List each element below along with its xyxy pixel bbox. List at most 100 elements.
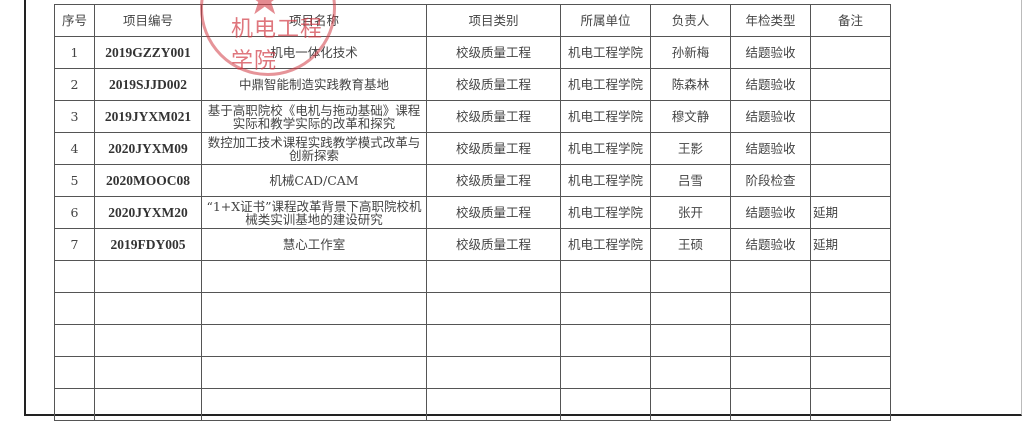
empty-row [54,324,891,357]
table-cell: 校级质量工程 [426,100,561,133]
table-row: 1 2019GZZY001 机电一体化技术 校级质量工程 机电工程学院 孙新梅 结题验收 [54,36,891,69]
table-cell: 慧心工作室 [201,228,427,261]
empty-cell [810,324,891,357]
table-cell: 4 [54,132,95,165]
column-header: 负责人 [650,4,731,37]
table-cell [810,164,891,197]
empty-cell [201,388,427,421]
table-cell: 1 [54,36,95,69]
table-row: 4 2020JYXM09 数控加工技术课程实践教学模式改革与创新探索 校级质量工程 机电… [54,132,891,165]
empty-cell [810,292,891,325]
table-cell: 结题验收 [730,196,811,229]
empty-cell [650,292,731,325]
empty-cell [730,260,811,293]
empty-cell [810,356,891,389]
header-row: 序号 项目编号 项目名称 项目类别 所属单位 负责人 年检类型 备注 [54,4,891,37]
column-header: 项目名称 [201,4,427,37]
column-header: 序号 [54,4,95,37]
table-cell: 2 [54,68,95,101]
empty-cell [426,292,561,325]
empty-cell [560,356,651,389]
empty-cell [94,292,202,325]
table-cell: 7 [54,228,95,261]
empty-row [54,356,891,389]
empty-cell [426,356,561,389]
table-cell: 张开 [650,196,731,229]
table-cell: 陈森林 [650,68,731,101]
empty-cell [201,260,427,293]
empty-cell [426,388,561,421]
table-cell: 校级质量工程 [426,164,561,197]
table-cell: 阶段检查 [730,164,811,197]
table-cell: 机电工程学院 [560,100,651,133]
table-cell: 基于高职院校《电机与拖动基础》课程实际和教学实际的改革和探究 [201,100,427,133]
column-header: 备注 [810,4,891,37]
column-header: 年检类型 [730,4,811,37]
table-cell: 结题验收 [730,68,811,101]
empty-cell [201,356,427,389]
empty-cell [54,260,95,293]
table-cell [810,68,891,101]
empty-cell [426,324,561,357]
empty-cell [94,260,202,293]
empty-cell [54,356,95,389]
empty-cell [650,260,731,293]
empty-cell [810,260,891,293]
table-cell: 穆文静 [650,100,731,133]
table-cell: 2020JYXM20 [94,196,202,229]
table-cell: 2020JYXM09 [94,132,202,165]
empty-cell [560,292,651,325]
table-cell: “1+X证书”课程改革背景下高职院校机械类实训基地的建设研究 [201,196,427,229]
empty-cell [730,324,811,357]
table-cell: 结题验收 [730,132,811,165]
table-cell: 校级质量工程 [426,228,561,261]
empty-cell [201,324,427,357]
table-cell: 2019GZZY001 [94,36,202,69]
table-cell: 结题验收 [730,228,811,261]
empty-cell [560,324,651,357]
table-cell: 机电工程学院 [560,68,651,101]
table-cell: 结题验收 [730,100,811,133]
table-cell [810,100,891,133]
empty-row [54,260,891,293]
empty-cell [730,388,811,421]
empty-cell [730,292,811,325]
table-cell: 校级质量工程 [426,68,561,101]
table-cell: 校级质量工程 [426,36,561,69]
empty-cell [560,260,651,293]
table-cell [810,36,891,69]
empty-cell [426,260,561,293]
table-cell: 机电工程学院 [560,228,651,261]
table-row: 5 2020MOOC08 机械CAD/CAM 校级质量工程 机电工程学院 吕雪 阶段检查 [54,164,891,197]
table-cell: 5 [54,164,95,197]
project-table: 序号 项目编号 项目名称 项目类别 所属单位 负责人 年检类型 备注 1 2019GZZY001… [54,4,891,421]
table-cell: 机电工程学院 [560,164,651,197]
table-cell: 延期 [810,196,891,229]
table-cell [810,132,891,165]
table-row: 7 2019FDY005 慧心工作室 校级质量工程 机电工程学院 王硕 结题验收 延期 [54,228,891,261]
empty-cell [94,388,202,421]
empty-cell [54,292,95,325]
table-cell: 2019SJJD002 [94,68,202,101]
empty-cell [560,388,651,421]
table-cell: 2019JYXM021 [94,100,202,133]
table-cell: 机电工程学院 [560,196,651,229]
column-header: 所属单位 [560,4,651,37]
table-cell: 王硕 [650,228,731,261]
empty-row [54,292,891,325]
empty-cell [650,388,731,421]
table-cell: 机电工程学院 [560,132,651,165]
column-header: 项目类别 [426,4,561,37]
empty-cell [650,356,731,389]
table-cell: 2019FDY005 [94,228,202,261]
table-cell: 结题验收 [730,36,811,69]
table-cell: 机械CAD/CAM [201,164,427,197]
table-cell: 吕雪 [650,164,731,197]
empty-cell [201,292,427,325]
empty-cell [94,356,202,389]
table-cell: 校级质量工程 [426,196,561,229]
table-cell: 中鼎智能制造实践教育基地 [201,68,427,101]
table-cell: 2020MOOC08 [94,164,202,197]
empty-cell [94,324,202,357]
empty-cell [810,388,891,421]
